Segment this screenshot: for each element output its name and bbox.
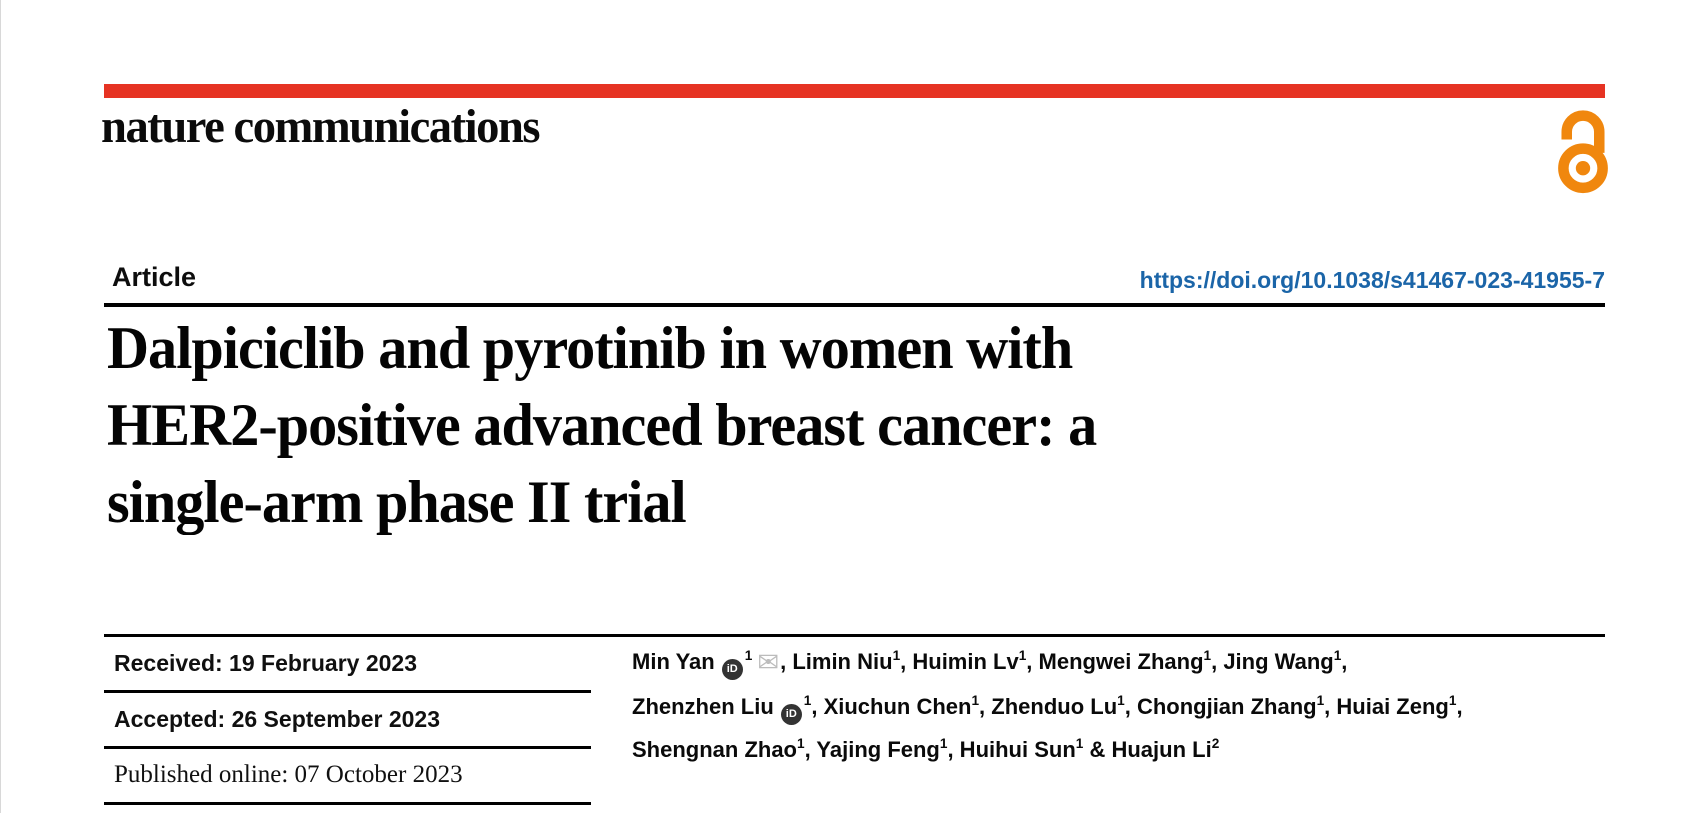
affiliation-superscript: 1	[1203, 648, 1212, 663]
author-text: , Chongjian Zhang	[1124, 694, 1317, 719]
affiliation-superscript: 1	[892, 648, 901, 663]
author-text: ,	[1456, 694, 1463, 719]
orcid-icon[interactable]: iD	[780, 704, 802, 725]
author-text: Zhenzhen Liu	[632, 694, 774, 719]
affiliation-superscript: 1	[1018, 648, 1027, 663]
dates-panel: Received: 19 February 2023 Accepted: 26 …	[104, 637, 591, 805]
affiliation-superscript: 1	[797, 736, 805, 751]
date-row-published: Published online: 07 October 2023	[104, 749, 591, 805]
author-text: , Mengwei Zhang	[1026, 649, 1204, 674]
brand-bar	[104, 84, 1605, 98]
author-text: Shengnan Zhao	[632, 737, 797, 762]
affiliation-superscript: 1	[971, 693, 980, 708]
journal-logo: nature communications	[101, 100, 541, 153]
doi-link[interactable]: https://doi.org/10.1038/s41467-023-41955…	[1139, 267, 1605, 293]
author-line: Min Yan iD1 ✉, Limin Niu1, Huimin Lv1, Men…	[632, 640, 1622, 685]
author-text: , Huimin Lv	[900, 649, 1019, 674]
author-line: Zhenzhen Liu iD1, Xiuchun Chen1, Zhenduo …	[632, 685, 1622, 728]
affiliation-superscript: 1	[1333, 648, 1342, 663]
affiliation-superscript: 1	[1316, 693, 1325, 708]
affiliation-superscript: 1	[744, 648, 753, 663]
email-icon[interactable]: ✉	[757, 648, 780, 678]
author-text: , Huihui Sun	[947, 737, 1076, 762]
author-text: & Huajun Li	[1083, 737, 1212, 762]
section-rule	[104, 634, 1605, 637]
affiliation-superscript: 1	[1075, 736, 1084, 751]
header-rule	[104, 303, 1605, 307]
date-row-received: Received: 19 February 2023	[104, 637, 591, 693]
author-text: , Jing Wang	[1211, 649, 1334, 674]
author-text: ,	[1341, 649, 1348, 674]
affiliation-superscript: 1	[939, 736, 948, 751]
author-text: , Xiuchun Chen	[811, 694, 972, 719]
affiliation-superscript: 1	[1448, 693, 1457, 708]
affiliation-superscript: 1	[1117, 693, 1125, 708]
author-text: , Zhenduo Lu	[979, 694, 1118, 719]
author-text: Min Yan	[632, 649, 715, 674]
affiliation-superscript: 2	[1211, 736, 1220, 751]
article-title: Dalpiciclib and pyrotinib in women with …	[107, 310, 1097, 541]
date-row-accepted: Accepted: 26 September 2023	[104, 693, 591, 749]
author-list: Min Yan iD1 ✉, Limin Niu1, Huimin Lv1, Men…	[632, 640, 1622, 771]
orcid-icon[interactable]: iD	[721, 659, 743, 680]
title-line: single-arm phase II trial	[107, 469, 687, 535]
author-text: , Limin Niu	[780, 649, 893, 674]
author-text: , Yajing Feng	[804, 737, 940, 762]
title-line: Dalpiciclib and pyrotinib in women with	[107, 315, 1073, 381]
affiliation-superscript: 1	[803, 693, 812, 708]
author-line: Shengnan Zhao1, Yajing Feng1, Huihui Sun…	[632, 728, 1622, 771]
author-text: , Huiai Zeng	[1324, 694, 1449, 719]
open-access-icon	[1555, 107, 1611, 200]
article-type-label: Article	[112, 262, 197, 292]
title-line: HER2-positive advanced breast cancer: a	[107, 392, 1097, 458]
